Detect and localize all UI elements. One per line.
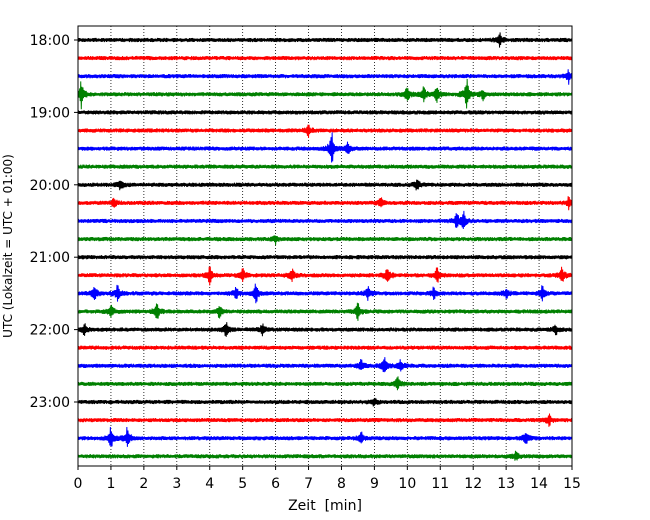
x-tick-label: 14 [530,476,548,492]
x-tick-label: 8 [337,476,346,492]
y-tick-label: 22:00 [30,323,70,339]
y-tick-label: 20:00 [30,178,70,194]
trace-2100 [77,255,573,260]
trace-1945 [77,164,573,169]
trace-1830 [77,69,573,85]
y-tick-label: 18:00 [30,33,70,49]
x-tick-label: 5 [238,476,247,492]
x-tick-label: 4 [205,476,214,492]
y-tick-label: 23:00 [30,395,70,411]
trace-1815 [77,55,573,61]
plot-frame [77,25,573,467]
x-tick-label: 15 [563,476,581,492]
grid-lines [110,26,540,466]
trace-2030 [77,210,573,229]
x-tick-label: 13 [497,476,515,492]
x-tick-label: 12 [464,476,482,492]
y-axis-label: UTC (Lokalzeit = UTC + 01:00) [1,154,15,338]
x-tick-label: 1 [106,476,115,492]
x-tick-label: 6 [271,476,280,492]
trace-2215 [77,345,573,350]
x-tick-label: 0 [74,476,83,492]
x-tick-label: 7 [304,476,313,492]
trace-2045 [77,235,573,246]
trace-2000 [77,179,573,191]
trace-2200 [77,322,573,337]
y-tick-label: 19:00 [30,105,70,121]
x-tick-label: 3 [172,476,181,492]
trace-2245 [77,376,573,391]
x-tick-label: 10 [398,476,416,492]
trace-2230 [77,357,573,373]
y-tick-label: 21:00 [30,250,70,266]
trace-2315 [77,413,573,427]
trace-1845 [77,78,573,110]
seismic-traces [77,32,573,461]
trace-2015 [77,196,573,211]
trace-2145 [77,302,573,321]
x-tick-label: 11 [431,476,449,492]
trace-2115 [77,266,573,286]
trace-1900 [77,110,573,115]
trace-1800 [77,32,573,48]
x-axis-label: Zeit [min] [288,498,362,514]
x-tick-label: 2 [139,476,148,492]
y-axis-ticks: 18:00 19:00 20:00 21:00 22:00 23:00 [30,33,78,411]
trace-1930 [77,132,573,163]
trace-2330 [77,427,573,447]
trace-2345 [77,450,573,461]
x-tick-label: 9 [370,476,379,492]
trace-2300 [77,397,573,407]
trace-1915 [77,124,573,138]
trace-2130 [77,283,573,304]
x-axis-ticks: 0 1 2 3 4 5 6 7 8 9 10 11 12 13 14 15 [74,466,581,492]
